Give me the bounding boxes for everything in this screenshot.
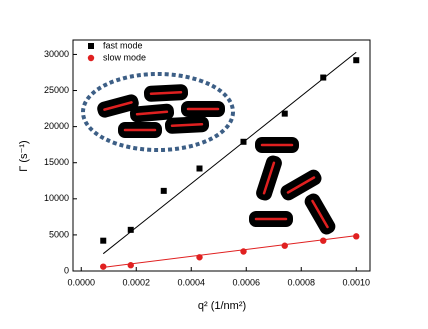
y-tick-label: 15000 <box>44 157 69 167</box>
y-tick-label: 25000 <box>44 85 69 95</box>
x-tick-label: 0.0006 <box>232 277 260 287</box>
legend-label: slow mode <box>103 52 146 62</box>
y-axis-label: Γ (s⁻¹) <box>18 140 30 171</box>
point <box>127 226 134 233</box>
illustration <box>81 72 336 235</box>
y-tick-label: 20000 <box>44 121 69 131</box>
x-tick-label: 0.0010 <box>342 277 370 287</box>
legend-label: fast mode <box>103 40 143 50</box>
x-axis-label: q² (1/nm²) <box>198 300 246 312</box>
fit-line <box>102 51 357 255</box>
point <box>196 254 203 261</box>
point <box>88 43 94 49</box>
x-tick-label: 0.0008 <box>287 277 315 287</box>
point <box>100 263 107 270</box>
y-tick-label: 0 <box>64 265 69 275</box>
y-tick-label: 5000 <box>49 229 69 239</box>
point <box>281 242 288 249</box>
point <box>240 138 247 145</box>
point <box>240 248 247 255</box>
point <box>320 237 327 244</box>
point <box>320 74 327 81</box>
point <box>160 187 167 194</box>
x-tick-label: 0.0002 <box>122 277 150 287</box>
fit-line <box>103 235 357 268</box>
point <box>353 57 360 64</box>
x-tick-label: 0.0000 <box>67 277 95 287</box>
point <box>196 165 203 172</box>
y-tick-label: 30000 <box>44 49 69 59</box>
point <box>353 233 360 240</box>
point <box>100 237 107 244</box>
point <box>87 54 95 62</box>
y-tick-label: 10000 <box>44 193 69 203</box>
point <box>281 110 288 117</box>
plot-frame <box>72 39 371 272</box>
point <box>127 262 134 269</box>
x-tick-label: 0.0004 <box>177 277 205 287</box>
